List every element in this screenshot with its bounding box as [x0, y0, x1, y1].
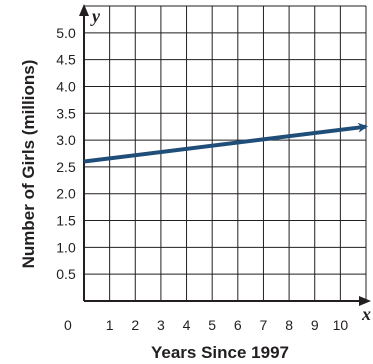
x-axis-title: Years Since 1997	[151, 343, 289, 362]
x-tick-label: 3	[157, 317, 165, 333]
axes	[79, 4, 371, 306]
x-tick-label: 6	[234, 317, 242, 333]
x-tick-label: 10	[333, 317, 349, 333]
grid	[84, 5, 367, 301]
origin-label: 0	[64, 317, 72, 333]
x-tick-label: 1	[106, 317, 114, 333]
y-tick-label: 1.0	[56, 239, 76, 255]
y-axis-arrow	[79, 4, 89, 16]
labels: 0.5 1.0 1.5 2.0 2.5 3.0 3.5 4.0 4.5 5.0 1 2 3 4 5 6 7 8 9 1…	[56, 25, 348, 333]
y-tick-label: 1.5	[56, 213, 76, 229]
x-tick-label: 7	[260, 317, 268, 333]
y-axis-letter: y	[90, 6, 101, 26]
y-axis-title: Number of Girls (millions)	[19, 60, 38, 269]
x-axis-arrow	[359, 296, 371, 306]
y-tick-label: 5.0	[56, 25, 76, 41]
x-axis-letter: x	[361, 304, 371, 324]
y-tick-label: 3.0	[56, 132, 76, 148]
y-tick-label: 4.0	[56, 78, 76, 94]
y-tick-label: 2.5	[56, 159, 76, 175]
x-tick-label: 4	[183, 317, 191, 333]
x-tick-label: 2	[131, 317, 139, 333]
x-tick-label: 9	[311, 317, 319, 333]
x-tick-label: 8	[285, 317, 293, 333]
y-tick-label: 2.0	[56, 186, 76, 202]
series-line	[83, 122, 368, 164]
y-tick-label: 4.5	[56, 52, 76, 68]
y-tick-label: 0.5	[56, 266, 76, 282]
series-layer	[83, 122, 368, 164]
x-tick-label: 5	[208, 317, 216, 333]
y-tick-label: 3.5	[56, 105, 76, 121]
